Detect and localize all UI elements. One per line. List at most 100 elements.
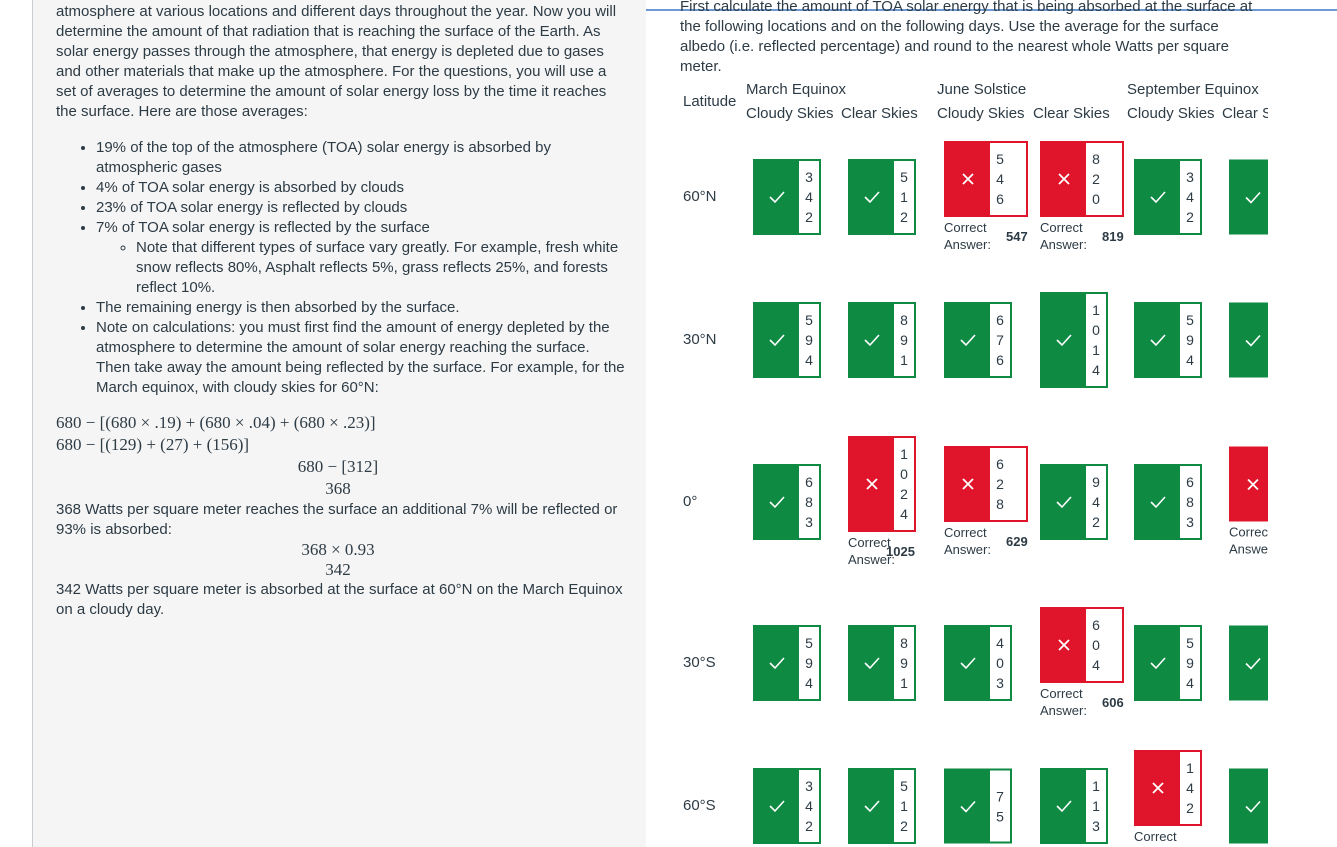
answer-box: 403	[944, 625, 1012, 701]
answer-box	[1229, 446, 1268, 522]
answer-cell: 628 Correct Answer: 629	[944, 446, 1028, 558]
cross	[1247, 478, 1259, 490]
paragraph: 342 Watts per square meter is absorbed a…	[56, 581, 623, 618]
check	[769, 800, 785, 813]
check-icon	[946, 627, 990, 699]
answer-box: 891	[848, 625, 916, 701]
answer-digits: 113	[1086, 770, 1106, 842]
bullet: The remaining energy is then absorbed by…	[96, 298, 626, 318]
check-icon	[946, 304, 990, 376]
answer-box: 594	[753, 625, 821, 701]
bullet-text: 7% of TOA solar energy is reflected by t…	[96, 219, 430, 236]
answer-box	[1229, 768, 1268, 844]
answer-cell: 75	[944, 768, 1012, 844]
check	[769, 496, 785, 509]
answer-box: 820	[1040, 141, 1124, 217]
answer-value: 403	[996, 635, 1004, 691]
answer-cell: 820 Correct Answer: 819	[1040, 141, 1124, 253]
answer-value: 942	[1092, 474, 1100, 530]
check-icon	[755, 161, 799, 233]
answer-box: 142	[1134, 750, 1202, 826]
answer-digits: 676	[990, 304, 1010, 376]
answer-box: 342	[1134, 159, 1202, 235]
answer-digits: 683	[799, 466, 819, 538]
answer-box: 113	[1040, 768, 1108, 844]
answer-box: 512	[848, 159, 916, 235]
correct-value: 819	[1102, 228, 1124, 244]
left-panel: atmosphere at various locations and diff…	[32, 0, 646, 847]
instructions-box: First calculate the amount of TOA solar …	[680, 0, 1268, 77]
left-content: atmosphere at various locations and diff…	[56, 2, 626, 620]
correct-answer: Correct Answer: 819	[1040, 219, 1124, 253]
answer-digits: 942	[1086, 466, 1106, 538]
answer-digits: 594	[1180, 627, 1200, 699]
answer-value: 820	[1092, 151, 1100, 207]
top-border	[646, 9, 1337, 11]
correct-label: Correct Answer:	[1040, 686, 1087, 718]
answer-value: 512	[900, 778, 908, 834]
answer-cell: 113	[1040, 768, 1108, 844]
answer-value: 594	[1186, 635, 1194, 691]
check-icon	[1231, 304, 1268, 376]
answer-digits: 604	[1086, 609, 1106, 681]
answer-digits: 342	[799, 161, 819, 233]
answer-cell: 604 Correct Answer: 606	[1040, 607, 1124, 719]
answer-digits: 683	[1180, 466, 1200, 538]
answer-digits: 820	[1086, 143, 1106, 215]
check-icon	[1231, 161, 1268, 233]
answer-digits: 891	[894, 627, 914, 699]
answer-value: 1024	[900, 446, 908, 522]
answer-value: 683	[1186, 474, 1194, 530]
check-icon	[1042, 770, 1086, 842]
check-icon	[850, 304, 894, 376]
correct-label: Correct Answer:	[944, 220, 991, 252]
check	[960, 800, 976, 813]
answer-box	[1229, 302, 1268, 378]
answer-box: 546	[944, 141, 1028, 217]
answer-digits: 594	[799, 304, 819, 376]
answer-value: 512	[900, 169, 908, 225]
cross	[866, 478, 878, 490]
sub-header: Clear Skies	[1033, 105, 1110, 122]
answer-box	[1229, 159, 1268, 235]
answer-value: 342	[805, 169, 813, 225]
correct-label: Correct Answer:	[1229, 524, 1268, 557]
check-icon	[1231, 627, 1268, 699]
instructions: First calculate the amount of TOA solar …	[680, 0, 1253, 75]
correct-answer: Correct Answer:	[1229, 524, 1268, 558]
answer-box: 683	[1134, 464, 1202, 540]
answer-box: 512	[848, 768, 916, 844]
check-icon	[1231, 770, 1268, 842]
answer-digits: 1024	[894, 438, 914, 530]
cross-icon	[1042, 143, 1086, 215]
check	[1056, 496, 1072, 509]
math-line: 680 − [(680 × .19) + (680 × .04) + (680 …	[56, 413, 376, 432]
check-icon	[1136, 627, 1180, 699]
answer-digits: 628	[990, 448, 1010, 520]
answer-digits: 512	[894, 161, 914, 233]
sub-header: Cloudy Skies	[937, 105, 1025, 122]
row-label: 30°N	[683, 331, 717, 348]
bullet-list: 19% of the top of the atmosphere (TOA) s…	[56, 138, 626, 398]
correct-answer: Correct Answer: 606	[1040, 685, 1124, 719]
answer-box: 604	[1040, 607, 1124, 683]
answer-cell: Correct Answer:	[1229, 446, 1268, 558]
correct-value: 1025	[886, 543, 915, 559]
cross	[1152, 782, 1164, 794]
group-header: September Equinox	[1127, 81, 1259, 98]
answer-cell: 403	[944, 625, 1012, 701]
row-label: 30°S	[683, 654, 716, 671]
check	[769, 334, 785, 347]
answer-value: 676	[996, 312, 1004, 368]
answer-cell: 676	[944, 302, 1012, 378]
answer-digits: 1014	[1086, 294, 1106, 386]
sub-bullet: Note that different types of surface var…	[136, 238, 626, 298]
check	[1245, 657, 1261, 670]
check-icon	[755, 466, 799, 538]
correct-label: Correct Answer:	[848, 535, 895, 567]
answer-value: 594	[1186, 312, 1194, 368]
answer-table: Latitude March Equinox June Solstice Septem…	[680, 80, 1268, 847]
paragraph: 368 Watts per square meter reaches the s…	[56, 501, 618, 538]
correct-answer: Correct Answer: 629	[944, 524, 1028, 558]
answer-box: 594	[1134, 625, 1202, 701]
